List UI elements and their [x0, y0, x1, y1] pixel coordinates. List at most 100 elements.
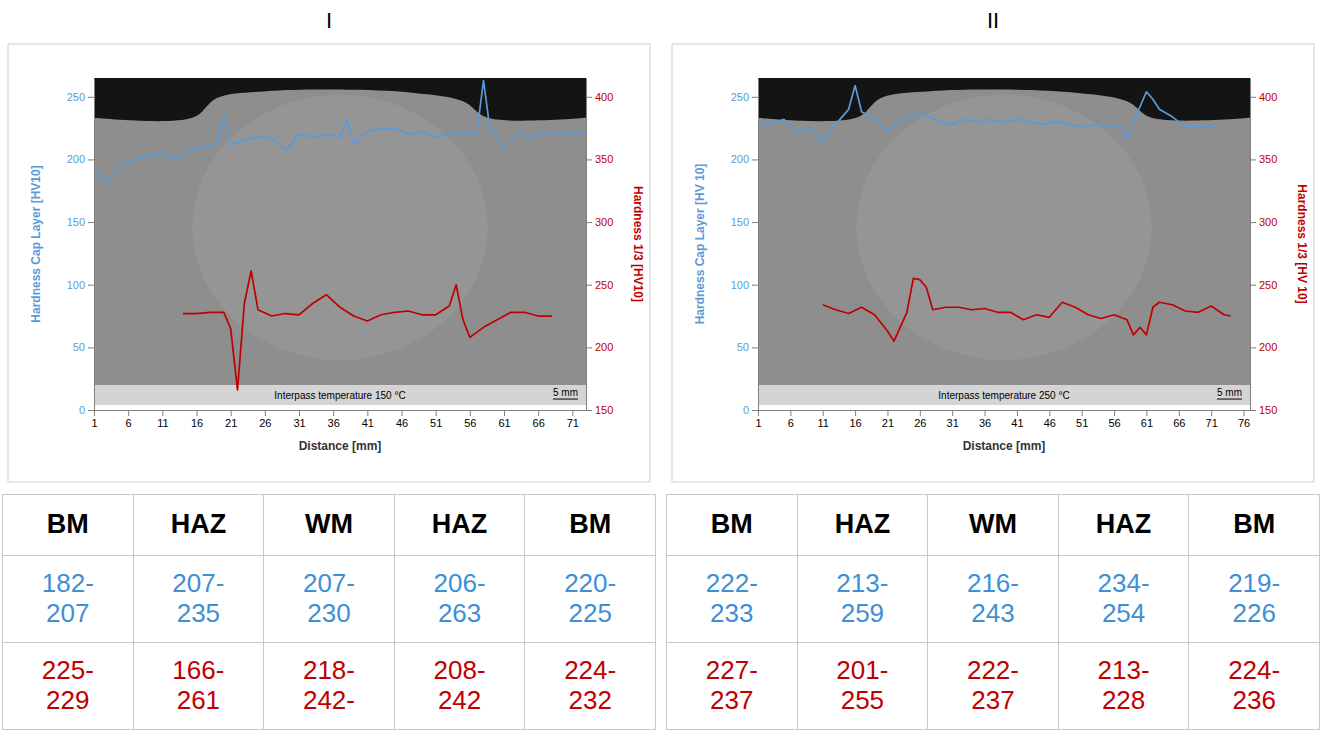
range-cell: 218-242- [264, 643, 395, 730]
tick-label: 150 [67, 216, 85, 228]
tick: 1 [91, 410, 97, 429]
axis-line [758, 79, 759, 411]
tick-mark [88, 410, 94, 411]
tick-mark [1250, 97, 1256, 98]
tick-label: 100 [67, 279, 85, 291]
header-row: BMHAZWMHAZBM [667, 495, 1320, 556]
y2-axis: 150200250300350400 [1250, 79, 1277, 417]
tick-label: 11 [157, 417, 168, 429]
tick-mark [952, 410, 953, 416]
tick-mark [299, 410, 300, 416]
tick: 31 [947, 410, 959, 429]
tick-label: 100 [731, 279, 749, 291]
hardness-line [823, 278, 1231, 341]
tick: 250 [731, 91, 758, 103]
value-row: 227-237201-255222-237213-228224-236 [667, 643, 1320, 730]
photo-background [94, 78, 586, 385]
tick: 11 [157, 410, 168, 429]
column-head: WM [928, 495, 1059, 556]
tick-label: 0 [743, 404, 749, 416]
tick-label: 66 [1173, 417, 1185, 429]
column-head: BM [1189, 495, 1320, 556]
tick-label: 350 [595, 153, 613, 165]
hardness-table: BMHAZWMHAZBM222-233213-259216-243234-254… [666, 494, 1320, 730]
photo-strip [94, 385, 586, 405]
tick-label: 41 [1011, 417, 1023, 429]
tick: 56 [1108, 410, 1120, 429]
tick: 250 [67, 91, 94, 103]
tick-mark [752, 410, 758, 411]
annotation: 5 mm [1217, 387, 1242, 398]
tick: 31 [293, 410, 305, 429]
axis-line [1250, 79, 1251, 411]
photo-sample [758, 90, 1250, 386]
tick-mark [752, 97, 758, 98]
range-cell: 207-230 [264, 556, 395, 643]
plot-lines [758, 86, 1231, 342]
tick: 6 [788, 410, 794, 429]
tick-mark [752, 159, 758, 160]
tick-label: 250 [731, 91, 749, 103]
tick: 300 [586, 216, 613, 228]
tick-label: 31 [293, 417, 305, 429]
tick: 1 [755, 410, 761, 429]
tick-label: 50 [737, 341, 749, 353]
tick: 350 [586, 153, 613, 165]
macro-photo [94, 78, 586, 405]
tick-mark [88, 97, 94, 98]
tick-mark [1179, 410, 1180, 416]
tick: 100 [731, 279, 758, 291]
tick-label: 350 [1259, 153, 1277, 165]
tick-mark [887, 410, 888, 416]
tick-label: 1 [755, 417, 761, 429]
range-cell: 222-237 [928, 643, 1059, 730]
range-cell: 227-237 [667, 643, 798, 730]
tick-mark [1211, 410, 1212, 416]
tick-mark [1082, 410, 1083, 416]
photo-weld-zone [192, 95, 487, 361]
tick-mark [752, 347, 758, 348]
hardness-line [94, 81, 586, 182]
y-axis: 050100150200250 [731, 79, 759, 417]
tick: 350 [1250, 153, 1277, 165]
tick-label: 1 [91, 417, 97, 429]
tick-label: 21 [225, 417, 237, 429]
tick-mark [855, 410, 856, 416]
hardness-table: BMHAZWMHAZBM182-207207-235207-230206-263… [2, 494, 656, 730]
range-cell: 219-226 [1189, 556, 1320, 643]
column-head: BM [525, 495, 656, 556]
tick-label: 26 [914, 417, 926, 429]
tick-mark [333, 410, 334, 416]
y2-axis-title: Hardness 1/3 [HV 10] [1295, 184, 1309, 303]
annotation: Interpass temperature 150 °C [274, 390, 405, 401]
tick: 50 [737, 341, 758, 353]
x-axis-title: Distance [mm] [963, 439, 1046, 453]
tick: 11 [818, 410, 829, 429]
tick-mark [1146, 410, 1147, 416]
tick-mark [586, 285, 592, 286]
tick-mark [538, 410, 539, 416]
chart-panel: IInterpass temperature 150 °C5 mm1611162… [2, 0, 658, 488]
value-row: 182-207207-235207-230206-263220-225 [3, 556, 656, 643]
panel-frame [8, 44, 650, 482]
range-cell: 224-232 [525, 643, 656, 730]
tick: 100 [67, 279, 94, 291]
tick-label: 66 [533, 417, 545, 429]
range-cell: 166-261 [133, 643, 264, 730]
tick: 200 [1250, 341, 1277, 353]
y2-axis: 150200250300350400 [586, 79, 613, 417]
tick-label: 400 [595, 91, 613, 103]
tick-mark [752, 285, 758, 286]
range-cell: 182-207 [3, 556, 134, 643]
tick: 6 [126, 410, 132, 429]
panel-frame [672, 44, 1314, 482]
tick-label: 200 [595, 341, 613, 353]
column-head: BM [3, 495, 134, 556]
annotation: 5 mm [553, 387, 578, 398]
annotation: Interpass temperature 250 °C [938, 390, 1069, 401]
tick-label: 51 [430, 417, 442, 429]
tick: 150 [731, 216, 758, 228]
tick: 300 [1250, 216, 1277, 228]
tick: 66 [1173, 410, 1185, 429]
tick: 200 [67, 153, 94, 165]
